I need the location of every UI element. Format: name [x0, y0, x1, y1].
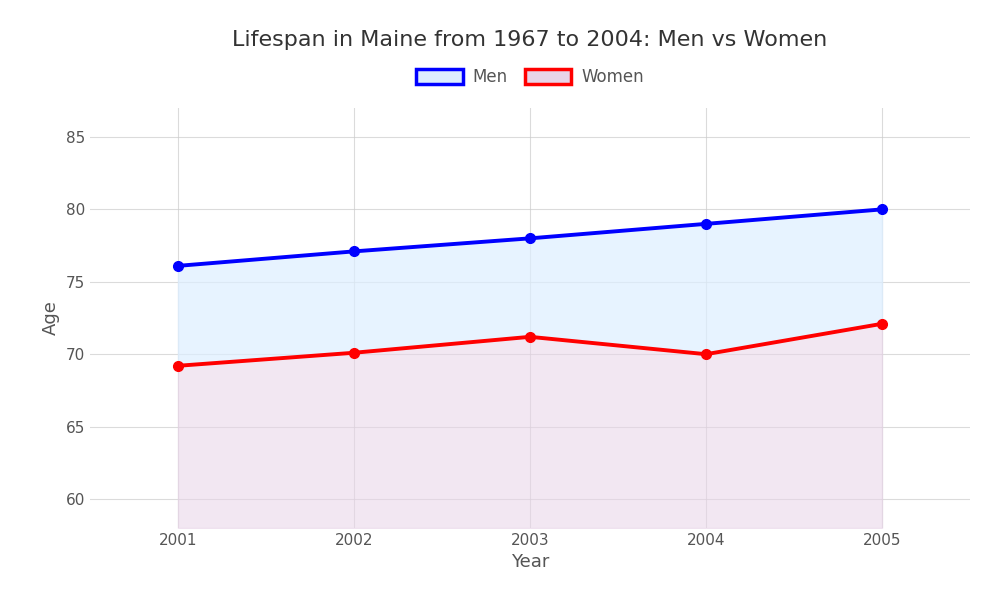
Women [172, 362, 184, 370]
Women [524, 333, 536, 340]
Men [700, 220, 712, 227]
Women [348, 349, 360, 356]
Women [876, 320, 888, 328]
Men [172, 262, 184, 269]
Legend: Men, Women: Men, Women [409, 62, 651, 93]
Title: Lifespan in Maine from 1967 to 2004: Men vs Women: Lifespan in Maine from 1967 to 2004: Men… [232, 29, 828, 49]
Women [700, 350, 712, 358]
Men [348, 248, 360, 255]
Men [876, 206, 888, 213]
Men [524, 235, 536, 242]
X-axis label: Year: Year [511, 553, 549, 571]
Y-axis label: Age: Age [42, 301, 60, 335]
Line: Women: Women [173, 319, 887, 371]
Line: Men: Men [173, 205, 887, 271]
